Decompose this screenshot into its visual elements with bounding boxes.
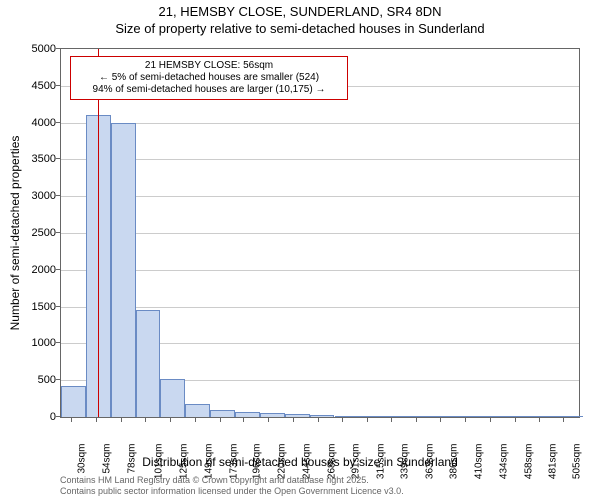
y-tick-mark bbox=[56, 158, 60, 159]
y-tick-label: 4500 bbox=[6, 80, 56, 92]
chart-title-line2: Size of property relative to semi-detach… bbox=[0, 21, 600, 36]
y-tick-mark bbox=[56, 379, 60, 380]
y-tick-label: 2500 bbox=[6, 227, 56, 239]
y-tick-mark bbox=[56, 416, 60, 417]
y-tick-label: 3000 bbox=[6, 190, 56, 202]
x-tick-mark bbox=[145, 418, 146, 422]
x-tick-mark bbox=[71, 418, 72, 422]
y-tick-label: 2000 bbox=[6, 264, 56, 276]
annotation-line1: 21 HEMSBY CLOSE: 56sqm bbox=[77, 60, 341, 72]
chart-title-line1: 21, HEMSBY CLOSE, SUNDERLAND, SR4 8DN bbox=[0, 4, 600, 19]
x-tick-mark bbox=[465, 418, 466, 422]
x-tick-mark bbox=[268, 418, 269, 422]
histogram-bar bbox=[185, 404, 210, 417]
credit-line2: Contains public sector information licen… bbox=[60, 486, 404, 497]
y-tick-mark bbox=[56, 342, 60, 343]
y-tick-mark bbox=[56, 195, 60, 196]
y-tick-mark bbox=[56, 122, 60, 123]
y-tick-label: 3500 bbox=[6, 153, 56, 165]
y-tick-mark bbox=[56, 48, 60, 49]
histogram-bar bbox=[136, 310, 161, 417]
annotation-box: 21 HEMSBY CLOSE: 56sqm ← 5% of semi-deta… bbox=[70, 56, 348, 100]
plot-area bbox=[60, 48, 580, 418]
x-tick-mark bbox=[490, 418, 491, 422]
x-tick-mark bbox=[440, 418, 441, 422]
y-tick-mark bbox=[56, 232, 60, 233]
zero-line bbox=[61, 417, 579, 418]
x-tick-mark bbox=[367, 418, 368, 422]
y-tick-label: 500 bbox=[6, 374, 56, 386]
y-tick-mark bbox=[56, 269, 60, 270]
histogram-bar bbox=[210, 410, 235, 417]
x-axis-label: Distribution of semi-detached houses by … bbox=[0, 455, 600, 469]
histogram-bar bbox=[61, 386, 86, 417]
y-tick-label: 1500 bbox=[6, 301, 56, 313]
annotation-line3: 94% of semi-detached houses are larger (… bbox=[77, 84, 341, 96]
y-tick-label: 4000 bbox=[6, 117, 56, 129]
x-tick-mark bbox=[539, 418, 540, 422]
x-tick-mark bbox=[170, 418, 171, 422]
histogram-bar bbox=[160, 379, 185, 417]
credits: Contains HM Land Registry data © Crown c… bbox=[60, 475, 404, 497]
x-tick-mark bbox=[96, 418, 97, 422]
y-tick-mark bbox=[56, 306, 60, 307]
x-tick-mark bbox=[342, 418, 343, 422]
x-tick-mark bbox=[195, 418, 196, 422]
property-marker-line bbox=[98, 49, 99, 417]
credit-line1: Contains HM Land Registry data © Crown c… bbox=[60, 475, 404, 486]
y-tick-label: 1000 bbox=[6, 337, 56, 349]
histogram-bar bbox=[111, 123, 136, 417]
x-tick-mark bbox=[121, 418, 122, 422]
x-tick-mark bbox=[243, 418, 244, 422]
x-tick-mark bbox=[563, 418, 564, 422]
annotation-line2: ← 5% of semi-detached houses are smaller… bbox=[77, 72, 341, 84]
y-tick-label: 5000 bbox=[6, 43, 56, 55]
y-tick-label: 0 bbox=[6, 411, 56, 423]
x-tick-mark bbox=[515, 418, 516, 422]
y-tick-mark bbox=[56, 85, 60, 86]
x-tick-mark bbox=[293, 418, 294, 422]
x-tick-mark bbox=[416, 418, 417, 422]
x-tick-mark bbox=[318, 418, 319, 422]
x-tick-mark bbox=[391, 418, 392, 422]
chart-root: 21, HEMSBY CLOSE, SUNDERLAND, SR4 8DN Si… bbox=[0, 0, 600, 500]
x-tick-mark bbox=[220, 418, 221, 422]
bars-container bbox=[61, 49, 579, 417]
